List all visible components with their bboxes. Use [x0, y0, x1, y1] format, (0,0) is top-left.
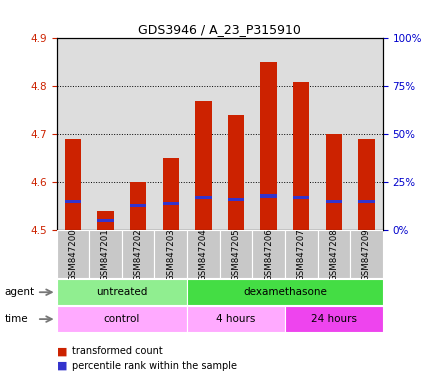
Bar — [56, 279, 187, 305]
Bar — [187, 230, 219, 278]
Text: GSM847206: GSM847206 — [263, 228, 273, 281]
Bar — [154, 230, 187, 278]
Bar — [65, 200, 81, 203]
Bar — [293, 82, 309, 230]
Text: 4 hours: 4 hours — [216, 314, 255, 324]
Text: GSM847203: GSM847203 — [166, 228, 175, 281]
Bar — [284, 306, 382, 332]
Bar — [89, 230, 122, 278]
Bar — [252, 230, 284, 278]
Bar — [219, 230, 252, 278]
Bar — [195, 196, 211, 199]
Bar — [122, 230, 154, 278]
Text: transformed count: transformed count — [72, 346, 162, 356]
Bar — [284, 230, 317, 278]
Bar — [187, 306, 284, 332]
Text: GSM847205: GSM847205 — [231, 228, 240, 281]
Bar — [358, 200, 374, 203]
Bar — [97, 219, 113, 222]
Bar — [325, 134, 341, 230]
Bar — [195, 101, 211, 230]
Text: ■: ■ — [56, 346, 67, 356]
Bar — [56, 230, 89, 278]
Bar — [162, 202, 178, 205]
Bar — [130, 182, 146, 230]
Text: percentile rank within the sample: percentile rank within the sample — [72, 361, 236, 371]
Bar — [317, 230, 349, 278]
Text: GSM847207: GSM847207 — [296, 228, 305, 281]
Bar — [260, 194, 276, 197]
Text: GSM847202: GSM847202 — [133, 228, 142, 281]
Text: GSM847200: GSM847200 — [68, 228, 77, 281]
Bar — [227, 115, 243, 230]
Bar — [65, 139, 81, 230]
Text: GSM847208: GSM847208 — [329, 228, 338, 281]
Bar — [260, 63, 276, 230]
Bar — [349, 230, 382, 278]
Text: untreated: untreated — [96, 287, 147, 297]
Text: dexamethasone: dexamethasone — [243, 287, 326, 297]
Text: 24 hours: 24 hours — [310, 314, 356, 324]
Text: agent: agent — [4, 287, 34, 297]
Bar — [56, 306, 187, 332]
Text: ■: ■ — [56, 361, 67, 371]
Text: time: time — [4, 314, 28, 324]
Text: GSM847209: GSM847209 — [361, 228, 370, 281]
Text: GSM847201: GSM847201 — [101, 228, 110, 281]
Bar — [162, 158, 178, 230]
Bar — [293, 196, 309, 199]
Bar — [130, 204, 146, 207]
Bar — [325, 200, 341, 203]
Bar — [97, 211, 113, 230]
Bar — [358, 139, 374, 230]
Bar — [227, 198, 243, 201]
Bar — [187, 279, 382, 305]
Text: GSM847204: GSM847204 — [198, 228, 207, 281]
Text: control: control — [103, 314, 140, 324]
Title: GDS3946 / A_23_P315910: GDS3946 / A_23_P315910 — [138, 23, 300, 36]
